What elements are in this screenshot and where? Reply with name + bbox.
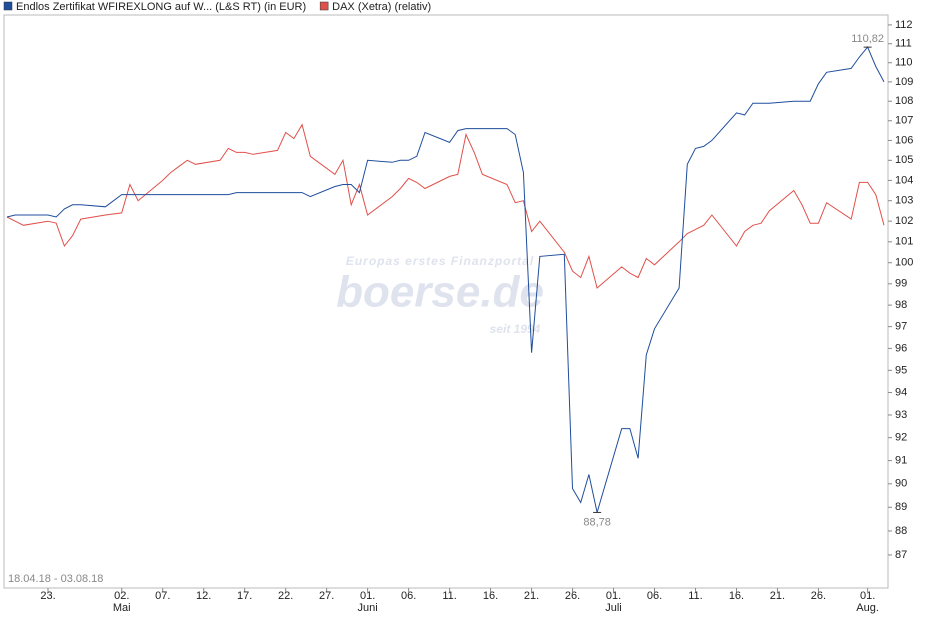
- y-tick-label: 103: [895, 195, 913, 207]
- y-tick-label: 89: [895, 501, 907, 513]
- y-tick-label: 105: [895, 154, 913, 166]
- y-tick-label: 106: [895, 134, 913, 146]
- y-tick-label: 95: [895, 364, 907, 376]
- y-tick-label: 99: [895, 278, 907, 290]
- month-label: Juni: [358, 602, 378, 614]
- y-tick-label: 87: [895, 549, 907, 561]
- x-tick-label: 02.: [114, 590, 129, 602]
- legend-swatch: [319, 1, 329, 11]
- legend-label: Endlos Zertifikat WFIREXLONG auf W... (L…: [16, 1, 306, 13]
- x-tick-label: 11.: [442, 590, 456, 602]
- y-tick-label: 100: [895, 257, 913, 269]
- month-label: Juli: [605, 602, 622, 614]
- y-tick-label: 93: [895, 409, 907, 421]
- series-line: [6, 46, 885, 513]
- x-tick-label: 06.: [401, 590, 416, 602]
- y-tick-label: 96: [895, 342, 907, 354]
- date-range: 18.04.18 - 03.08.18: [8, 573, 103, 585]
- x-tick-label: 01.: [360, 590, 375, 602]
- x-tick-label: 07.: [155, 590, 170, 602]
- x-tick-label: 27.: [319, 590, 334, 602]
- x-tick-label: 21.: [770, 590, 785, 602]
- watermark-since: seit 1994: [490, 322, 541, 336]
- x-tick-label: 16.: [729, 590, 744, 602]
- y-tick-label: 111: [895, 38, 912, 50]
- y-tick-label: 109: [895, 76, 913, 88]
- x-tick-label: 26.: [811, 590, 826, 602]
- x-tick-label: 16.: [483, 590, 498, 602]
- y-tick-label: 97: [895, 321, 907, 333]
- x-tick-label: 01.: [606, 590, 621, 602]
- x-tick-label: 22.: [278, 590, 293, 602]
- y-tick-label: 107: [895, 115, 913, 127]
- x-tick-label: 17.: [237, 590, 252, 602]
- watermark-tagline: Europas erstes Finanzportal: [346, 254, 534, 268]
- legend-swatch: [3, 1, 13, 11]
- y-tick-label: 112: [895, 19, 913, 31]
- month-label: Mai: [113, 602, 131, 614]
- legend-label: DAX (Xetra) (relativ): [332, 1, 431, 13]
- y-tick-label: 110: [895, 57, 913, 69]
- plot-frame: [3, 14, 889, 589]
- x-tick-label: 21.: [524, 590, 539, 602]
- x-tick-label: 11.: [688, 590, 702, 602]
- x-tick-label: 26.: [565, 590, 580, 602]
- y-tick-label: 91: [895, 455, 907, 467]
- y-tick-label: 104: [895, 174, 913, 186]
- y-tick-label: 90: [895, 478, 907, 490]
- y-tick-label: 101: [895, 236, 913, 248]
- y-tick-label: 92: [895, 432, 907, 444]
- y-tick-label: 88: [895, 525, 907, 537]
- watermark-brand: boerse.de: [336, 268, 544, 317]
- y-tick-label: 98: [895, 299, 907, 311]
- y-tick-label: 108: [895, 95, 913, 107]
- annotation-label: 110,82: [851, 33, 884, 45]
- x-tick-label: 23.: [40, 590, 55, 602]
- x-tick-label: 12.: [196, 590, 211, 602]
- x-tick-label: 01.: [860, 590, 875, 602]
- month-label: Aug.: [856, 602, 879, 614]
- series-line: [6, 123, 885, 289]
- y-tick-label: 94: [895, 386, 907, 398]
- x-tick-label: 06.: [647, 590, 662, 602]
- y-tick-label: 102: [895, 215, 913, 227]
- annotation-label: 88,78: [583, 516, 611, 528]
